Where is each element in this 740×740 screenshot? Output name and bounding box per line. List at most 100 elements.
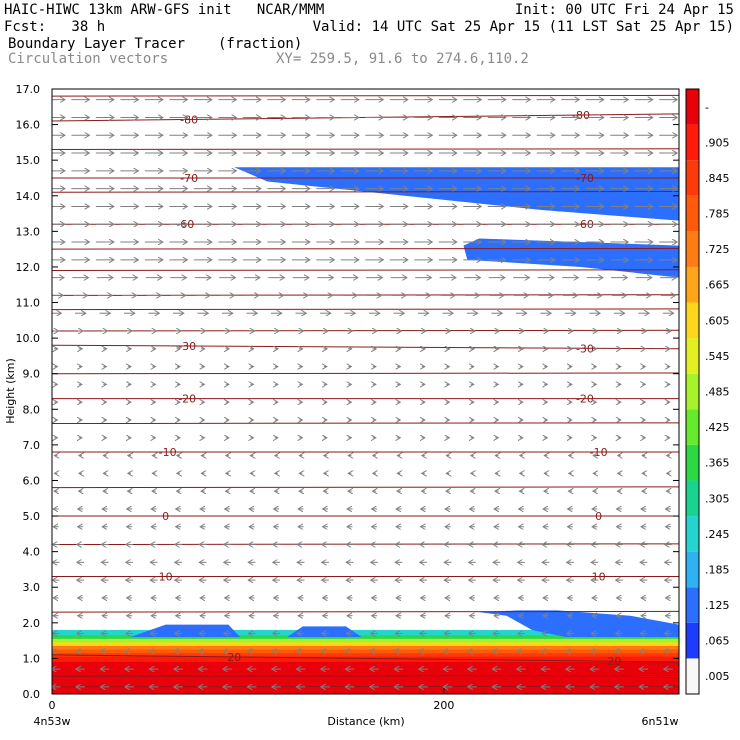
y-tick-label: 2.0 [23, 617, 41, 630]
colorbar-swatch [686, 124, 699, 161]
valid-time: Valid: 14 UTC Sat 25 Apr 15 (11 LST Sat … [312, 19, 734, 35]
colorbar-swatch [686, 338, 699, 374]
y-tick-label: 12.0 [16, 261, 41, 274]
tracer-region-upper [234, 167, 679, 221]
field-name: Boundary Layer Tracer [8, 36, 186, 52]
x-start-label: 4n53w [34, 715, 71, 728]
colorbar-swatch [686, 302, 699, 339]
temperature-contour-unlabeled-0 [52, 94, 679, 97]
contour-label--60-1: -60 [576, 218, 594, 231]
temperature-contour-unlabeled-13 [52, 674, 679, 677]
colorbar-swatch [686, 622, 699, 659]
colorbar-label: .245 [705, 528, 730, 541]
x-tick-label: 0 [49, 699, 56, 712]
y-axis-label: Height (km) [4, 358, 17, 424]
x-axis-label: Distance (km) [327, 715, 404, 728]
y-tick-label: 1.0 [23, 652, 41, 665]
y-tick-label: 15.0 [16, 154, 41, 167]
contour-label--30-0: -30 [178, 340, 196, 353]
colorbar-swatch [686, 658, 699, 694]
tracer-region-pbl-top-1 [130, 624, 241, 638]
temperature-contour-unlabeled-7 [52, 329, 679, 332]
colorbar-frame [685, 88, 700, 695]
colorbar-label: .605 [705, 314, 730, 327]
contour-label--80-0: -80 [180, 113, 198, 126]
field-units: (fraction) [218, 36, 303, 52]
colorbar-swatch [686, 444, 699, 481]
colorbar-swatch [686, 160, 699, 196]
temperature-contour-unlabeled-12 [52, 610, 679, 613]
colorbar-label: .305 [705, 492, 730, 505]
contour-label--70-1: -70 [576, 172, 594, 185]
y-tick-label: 14.0 [16, 190, 41, 203]
temperature-contour-20 [52, 654, 679, 663]
temperature-contour-unlabeled-9 [52, 422, 679, 425]
contour-label--80-1: -80 [572, 109, 590, 122]
colorbar-label: .365 [705, 457, 730, 470]
y-tick-label: 8.0 [23, 403, 41, 416]
temperature-contour-unlabeled-8 [52, 372, 679, 375]
y-tick-label: 17.0 [16, 83, 41, 96]
colorbar-label: .785 [705, 208, 730, 221]
colorbar-label: .725 [705, 243, 730, 256]
colorbar-swatch [686, 89, 699, 125]
colorbar-label: .185 [705, 563, 730, 576]
colorbar-swatch [686, 195, 699, 232]
temperature-contour-unlabeled-11 [52, 543, 679, 546]
colorbar-swatch [686, 587, 699, 623]
y-tick-label: 10.0 [16, 332, 41, 345]
colorbar-label: .905 [705, 136, 730, 149]
contour-label--20-1: -20 [576, 393, 594, 406]
tracer-band-9 [52, 672, 679, 694]
x-tick-label: 200 [433, 699, 454, 712]
tracer-region-mid [463, 238, 679, 278]
temperature-contour-unlabeled-2 [52, 190, 679, 193]
colorbar-swatch [686, 266, 699, 303]
colorbar-label: .005 [705, 670, 730, 683]
y-tick-label: 4.0 [23, 546, 41, 559]
y-tick-label: 5.0 [23, 510, 41, 523]
y-tick-label: 9.0 [23, 368, 41, 381]
colorbar-label: .845 [705, 172, 730, 185]
temperature-contour-unlabeled-6 [52, 308, 679, 311]
contour-label-10-0: 10 [159, 571, 173, 584]
y-tick-label: 13.0 [16, 225, 41, 238]
colorbar-swatch [686, 373, 699, 410]
chart-title-line1: HAIC-HIWC 13km ARW-GFS init NCAR/MMM [4, 2, 325, 18]
x-end-label: 6n51w [642, 715, 679, 728]
contour-label--70-0: -70 [180, 172, 198, 185]
plot-frame [51, 88, 680, 695]
contour-label-0-1: 0 [595, 510, 602, 523]
vector-field-name: Circulation vectors [8, 51, 169, 67]
cross-section-endpoints: XY= 259.5, 91.6 to 274.6,110.2 [276, 51, 529, 67]
contour-label--10-0: -10 [159, 446, 177, 459]
contour-label-10-1: 10 [592, 571, 606, 584]
contour-label--20-0: -20 [178, 393, 196, 406]
temperature-contour-unlabeled-14 [52, 685, 679, 688]
colorbar-label: .125 [705, 599, 730, 612]
colorbar-swatch [686, 231, 699, 267]
y-tick-label: 6.0 [23, 474, 41, 487]
colorbar-label: .665 [705, 279, 730, 292]
colorbar-label: .425 [705, 421, 730, 434]
contour-label-20-0: 20 [227, 651, 241, 664]
temperature-contour-unlabeled-4 [52, 269, 679, 271]
contour-label-0-0: 0 [162, 510, 169, 523]
colorbar-label: .065 [705, 635, 730, 648]
temperature-contour-unlabeled-10 [52, 486, 679, 489]
y-tick-label: 16.0 [16, 119, 41, 132]
forecast-hour: Fcst: 38 h [4, 19, 106, 35]
colorbar-label: .545 [705, 350, 730, 363]
colorbar-swatch [686, 551, 699, 588]
y-tick-label: 11.0 [16, 297, 41, 310]
temperature-contour-unlabeled-1 [52, 148, 679, 150]
colorbar-swatch [686, 409, 699, 445]
contour-label-20-1: 20 [607, 655, 621, 668]
colorbar-label: .485 [705, 386, 730, 399]
tracer-region-pbl-top-3 [479, 610, 679, 638]
colorbar-swatch [686, 516, 699, 552]
contour-label--30-1: -30 [576, 342, 594, 355]
colorbar-swatch [686, 480, 699, 517]
init-time: Init: 00 UTC Fri 24 Apr 15 [514, 2, 734, 18]
